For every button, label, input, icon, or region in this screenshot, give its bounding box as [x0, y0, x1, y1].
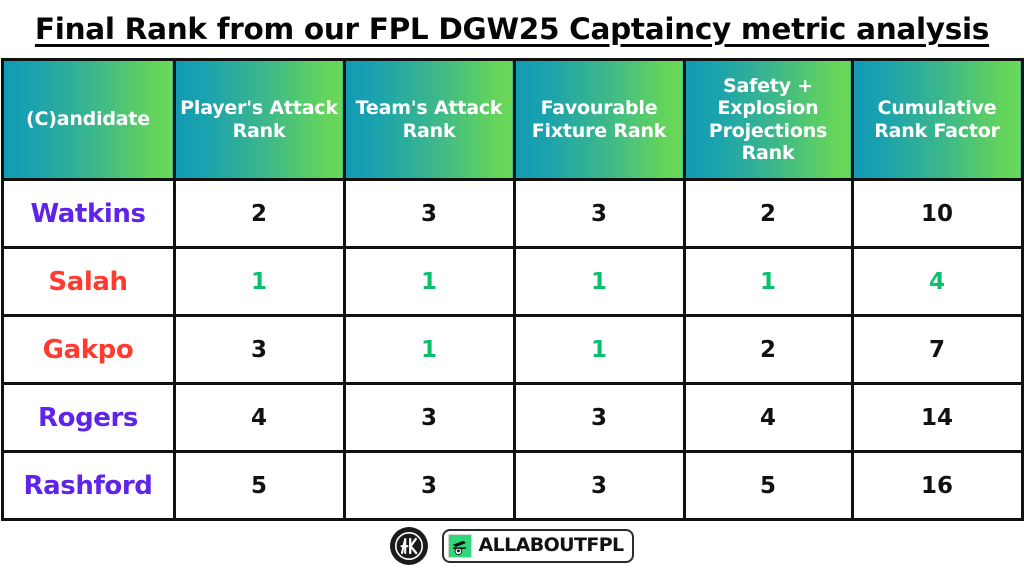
cell-salah-cumulative: 4: [850, 246, 1024, 317]
column-header-candidate: (C)andidate: [0, 58, 176, 181]
cell-watkins-team-attack: 3: [342, 178, 516, 249]
cell-rashford-team-attack: 3: [342, 450, 516, 521]
column-header-team-attack-rank-line-1: Team's Attack: [355, 97, 503, 120]
page-title: Final Rank from our FPL DGW25 Captaincy …: [34, 12, 990, 46]
cell-rogers-cumulative: 14: [850, 382, 1024, 453]
column-header-safety-explosion-line-3: Projections: [708, 119, 828, 142]
column-header-cumulative-rank-factor: Cumulative Rank Factor: [850, 58, 1024, 181]
cell-watkins-fixture: 3: [512, 178, 686, 249]
captaincy-rank-table: (C)andidate Player's Attack Rank Team's …: [0, 58, 1024, 521]
player-name-gakpo: Gakpo: [0, 314, 176, 385]
cell-watkins-safety: 2: [682, 178, 854, 249]
player-name-watkins: Watkins: [0, 178, 176, 249]
column-header-favourable-fixture-rank-line-1: Favourable: [540, 97, 658, 120]
page-title-container: Final Rank from our FPL DGW25 Captaincy …: [0, 0, 1024, 58]
cell-salah-fixture: 1: [512, 246, 686, 317]
table-body: Watkins 2 3 3 2 10 Salah 1 1 1 1 4 Gakpo: [0, 178, 1024, 521]
ak-monogram-logo-icon: [390, 526, 429, 565]
cell-rogers-safety: 4: [682, 382, 854, 453]
cell-gakpo-fixture: 1: [512, 314, 686, 385]
cell-gakpo-player-attack: 3: [172, 314, 346, 385]
table-row: Gakpo 3 1 1 2 7: [0, 314, 1024, 385]
cell-rogers-player-attack: 4: [172, 382, 346, 453]
cell-rashford-player-attack: 5: [172, 450, 346, 521]
cell-gakpo-team-attack: 1: [342, 314, 516, 385]
player-name-rashford: Rashford: [0, 450, 176, 521]
cell-watkins-player-attack: 2: [172, 178, 346, 249]
cell-watkins-cumulative: 10: [850, 178, 1024, 249]
cell-rashford-cumulative: 16: [850, 450, 1024, 521]
column-header-safety-explosion-line-1: Safety +: [722, 74, 814, 97]
column-header-player-attack-rank: Player's Attack Rank: [172, 58, 346, 181]
table-header: (C)andidate Player's Attack Rank Team's …: [0, 58, 1024, 181]
allaboutfpl-brand-text: ALLABOUTFPL: [478, 534, 624, 556]
column-header-team-attack-rank: Team's Attack Rank: [342, 58, 516, 181]
football-boot-icon: [448, 533, 473, 558]
cell-rogers-fixture: 3: [512, 382, 686, 453]
cell-salah-player-attack: 1: [172, 246, 346, 317]
column-header-safety-explosion-line-4: Rank: [741, 141, 795, 164]
footer-branding: ALLABOUTFPL: [0, 521, 1024, 576]
table-header-row: (C)andidate Player's Attack Rank Team's …: [0, 58, 1024, 181]
allaboutfpl-badge: ALLABOUTFPL: [442, 528, 634, 563]
player-name-rogers: Rogers: [0, 382, 176, 453]
column-header-cumulative-rank-factor-line-1: Cumulative: [877, 97, 997, 120]
column-header-player-attack-rank-line-1: Player's Attack: [180, 97, 338, 120]
cell-gakpo-safety: 2: [682, 314, 854, 385]
cell-salah-team-attack: 1: [342, 246, 516, 317]
column-header-team-attack-rank-line-2: Rank: [402, 119, 456, 142]
column-header-candidate-line-1: (C)andidate: [26, 108, 150, 131]
table-row: Watkins 2 3 3 2 10: [0, 178, 1024, 249]
cell-rashford-fixture: 3: [512, 450, 686, 521]
column-header-safety-explosion-projections-rank: Safety + Explosion Projections Rank: [682, 58, 854, 181]
cell-salah-safety: 1: [682, 246, 854, 317]
cell-rogers-team-attack: 3: [342, 382, 516, 453]
column-header-safety-explosion-line-2: Explosion: [717, 97, 819, 120]
player-name-salah: Salah: [0, 246, 176, 317]
table-row: Salah 1 1 1 1 4: [0, 246, 1024, 317]
cell-rashford-safety: 5: [682, 450, 854, 521]
column-header-favourable-fixture-rank-line-2: Fixture Rank: [531, 119, 667, 142]
column-header-cumulative-rank-factor-line-2: Rank Factor: [874, 119, 1000, 142]
column-header-favourable-fixture-rank: Favourable Fixture Rank: [512, 58, 686, 181]
table-row: Rogers 4 3 3 4 14: [0, 382, 1024, 453]
table-container: (C)andidate Player's Attack Rank Team's …: [0, 58, 1024, 521]
column-header-player-attack-rank-line-2: Rank: [232, 119, 286, 142]
table-row: Rashford 5 3 3 5 16: [0, 450, 1024, 521]
cell-gakpo-cumulative: 7: [850, 314, 1024, 385]
